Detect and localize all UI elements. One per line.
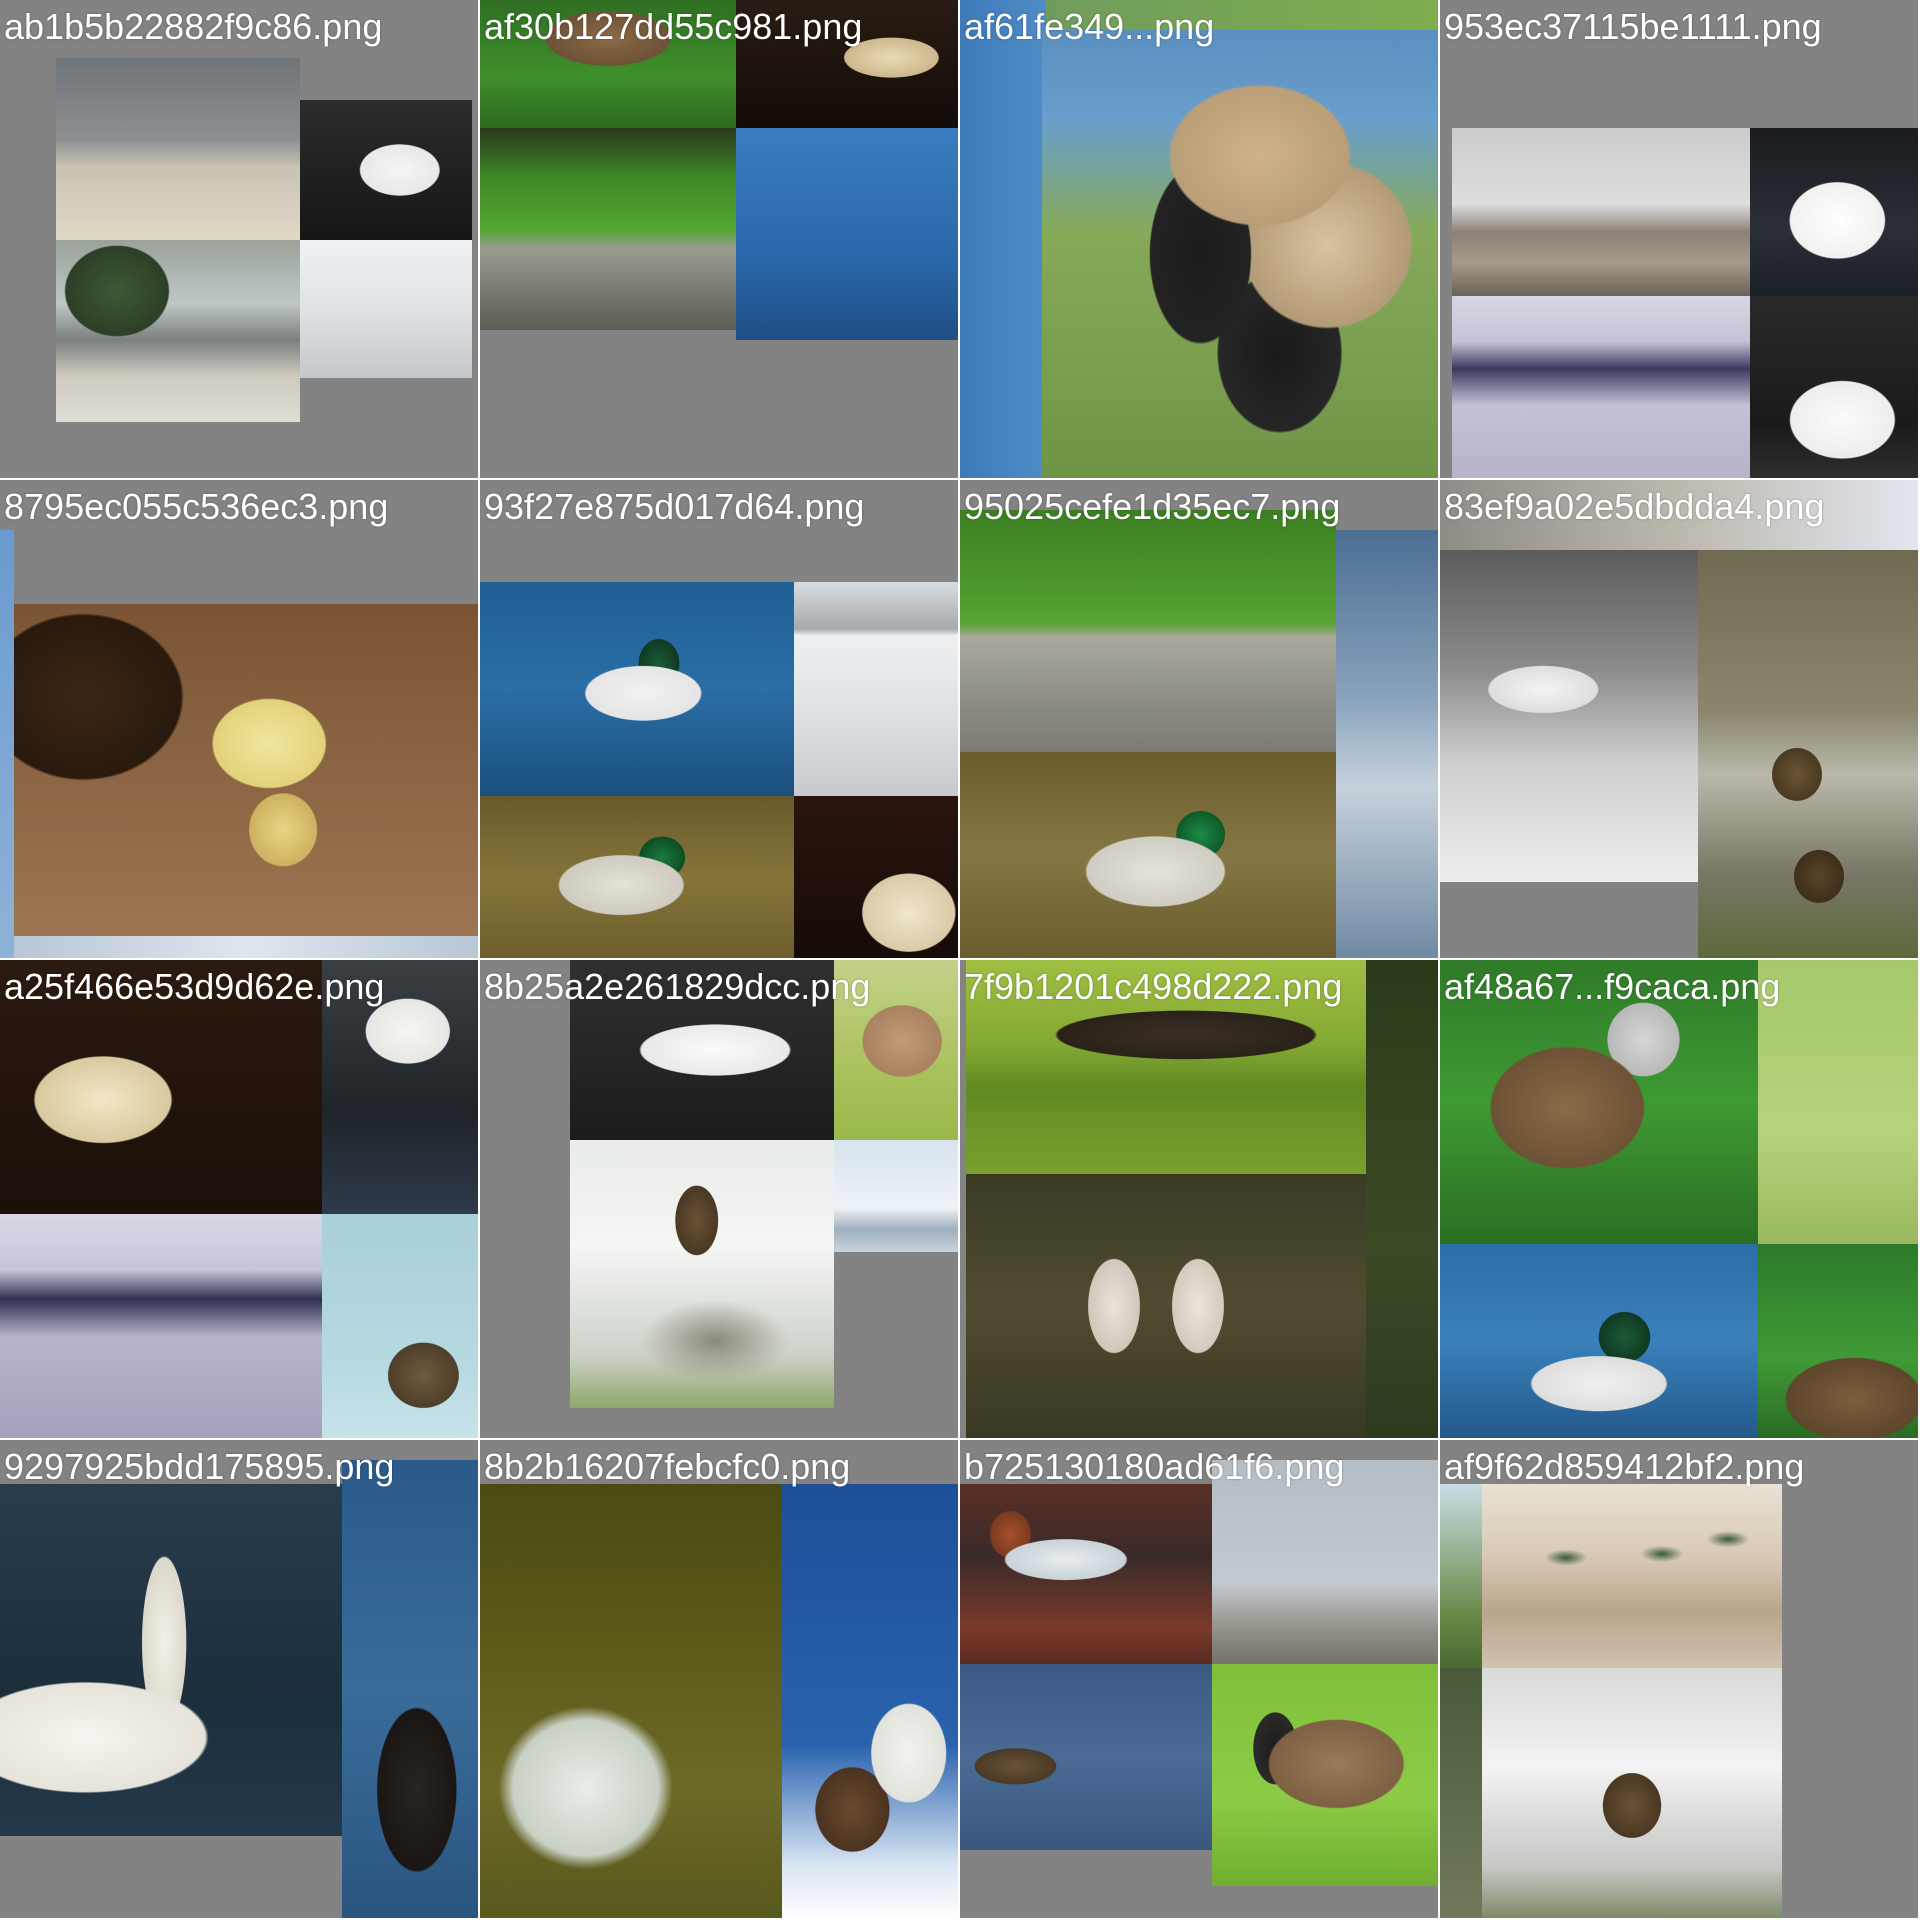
photo-edge-strip bbox=[0, 530, 14, 958]
photo-goose-goslings bbox=[736, 128, 958, 340]
photo-duck-grass bbox=[1758, 960, 1918, 1244]
photo-mandarin-pond bbox=[0, 1214, 322, 1438]
photo-swan-dark bbox=[300, 100, 472, 240]
photo-grebes-courting bbox=[966, 1174, 1366, 1438]
grid-cell-af48a67f9caca[interactable]: af48a67...f9caca.png bbox=[1440, 960, 1918, 1438]
photo-cormorant-beach bbox=[1452, 128, 1750, 296]
photo-geese-shore bbox=[56, 58, 300, 240]
filename-label: 95025cefe1d35ec7.png bbox=[964, 486, 1341, 527]
grid-cell-83ef9a02e5dbdda4[interactable]: 83ef9a02e5dbdda4.png bbox=[1440, 480, 1918, 958]
photo-water-surface bbox=[834, 1140, 958, 1252]
photo-swan-water bbox=[1750, 128, 1918, 296]
photo-canada-goose bbox=[342, 1460, 478, 1918]
grid-cell-9297925bdd175895[interactable]: 9297925bdd175895.png bbox=[0, 1440, 478, 1918]
photo-mute-swan bbox=[0, 1484, 342, 1836]
grid-cell-8795ec055c536ec3[interactable]: 8795ec055c536ec3.png bbox=[0, 480, 478, 958]
grid-cell-af30b127dd55c981[interactable]: af30b127dd55c981.png bbox=[480, 0, 958, 478]
filename-label: b725130180ad61f6.png bbox=[964, 1446, 1345, 1487]
filename-label: af61fe349...png bbox=[964, 6, 1215, 47]
grid-cell-8b2b16207febcfc0[interactable]: 8b2b16207febcfc0.png bbox=[480, 1440, 958, 1918]
photo-duck-duckling bbox=[1482, 1668, 1782, 1918]
filename-label: 953ec37115be1111.png bbox=[1444, 6, 1822, 47]
filename-label: 9297925bdd175895.png bbox=[4, 1446, 395, 1487]
photo-edge-strip bbox=[1440, 1668, 1482, 1918]
photo-dark-strip bbox=[1366, 960, 1438, 1438]
photo-mallard bbox=[960, 752, 1336, 958]
grid-cell-8b25a2e261829dcc[interactable]: 8b25a2e261829dcc.png bbox=[480, 960, 958, 1438]
photo-ducklings-wall bbox=[480, 128, 736, 330]
photo-water-strip bbox=[14, 936, 478, 958]
filename-label: af30b127dd55c981.png bbox=[484, 6, 863, 47]
photo-duck-ducklings bbox=[570, 1140, 834, 1408]
photo-geese-grazing bbox=[1042, 30, 1438, 478]
photo-mandarin-pond bbox=[1452, 296, 1750, 478]
photo-duck-splashing bbox=[480, 1484, 782, 1918]
photo-edge-strip bbox=[1440, 1484, 1482, 1668]
grid-cell-7f9b1201c498d222[interactable]: 7f9b1201c498d222.png bbox=[960, 960, 1438, 1438]
photo-duck-leaves bbox=[480, 0, 736, 128]
grid-cell-af9f62d859412bf2[interactable]: af9f62d859412bf2.png bbox=[1440, 1440, 1918, 1918]
photo-white-duck-dark bbox=[794, 796, 958, 958]
photo-mottled-duck bbox=[1440, 960, 1758, 1244]
photo-mallard bbox=[480, 796, 794, 958]
grid-cell-af61fe349[interactable]: af61fe349...png bbox=[960, 0, 1438, 478]
photo-goose-grass bbox=[1212, 1664, 1438, 1886]
filename-label: ab1b5b22882f9c86.png bbox=[4, 6, 383, 47]
photo-water-strip bbox=[1336, 530, 1438, 958]
filename-label: af9f62d859412bf2.png bbox=[1444, 1446, 1805, 1487]
photo-ducks-lake bbox=[1212, 1460, 1438, 1664]
photo-white-duck-dark bbox=[0, 960, 322, 1214]
photo-merganser bbox=[480, 582, 794, 796]
photo-ducklings-wall bbox=[960, 510, 1336, 794]
grid-cell-953ec37115be1111[interactable]: 953ec37115be1111.png bbox=[1440, 0, 1918, 478]
grid-cell-93f27e875d017d64[interactable]: 93f27e875d017d64.png bbox=[480, 480, 958, 958]
grid-cell-b725130180ad61f6[interactable]: b725130180ad61f6.png bbox=[960, 1440, 1438, 1918]
photo-goose-sky bbox=[322, 1214, 478, 1438]
filename-label: af48a67...f9caca.png bbox=[1444, 966, 1781, 1007]
grid-cell-a25f466e53d9d62e[interactable]: a25f466e53d9d62e.png bbox=[0, 960, 478, 1438]
photo-grebe-chicks bbox=[966, 960, 1366, 1174]
filename-label: 7f9b1201c498d222.png bbox=[964, 966, 1343, 1007]
photo-swan-water bbox=[322, 960, 478, 1214]
photo-ducks-flying bbox=[1482, 1484, 1782, 1668]
photo-swan-bw bbox=[1440, 550, 1698, 882]
filename-label: 93f27e875d017d64.png bbox=[484, 486, 865, 527]
photo-top-strip bbox=[1440, 480, 1918, 550]
filename-label: a25f466e53d9d62e.png bbox=[4, 966, 385, 1007]
filename-label: 8795ec055c536ec3.png bbox=[4, 486, 389, 527]
photo-goose-grass bbox=[834, 960, 958, 1140]
photo-grebe-water bbox=[960, 1664, 1212, 1850]
photo-swan-goose-ice bbox=[782, 1484, 958, 1918]
filename-label: 8b25a2e261829dcc.png bbox=[484, 966, 871, 1007]
grid-cell-ab1b5b22882f9c86[interactable]: ab1b5b22882f9c86.png bbox=[0, 0, 478, 478]
photo-tree-pond bbox=[56, 240, 300, 422]
photo-merganser bbox=[1440, 1244, 1758, 1438]
photo-white-duck-dark bbox=[736, 0, 958, 128]
photo-ducklings-dirt bbox=[14, 604, 478, 936]
photo-white-duck bbox=[1750, 296, 1918, 478]
photo-duck-duckling bbox=[1698, 550, 1918, 958]
filename-label: 83ef9a02e5dbdda4.png bbox=[1444, 486, 1825, 527]
photo-merganser bbox=[960, 1484, 1212, 1664]
photo-smew bbox=[570, 960, 834, 1140]
photo-swan-flock bbox=[794, 582, 958, 796]
filename-label: 8b2b16207febcfc0.png bbox=[484, 1446, 851, 1487]
photo-water-bird bbox=[300, 240, 472, 378]
grid-cell-95025cefe1d35ec7[interactable]: 95025cefe1d35ec7.png bbox=[960, 480, 1438, 958]
photo-duck-leaves bbox=[1758, 1244, 1918, 1438]
